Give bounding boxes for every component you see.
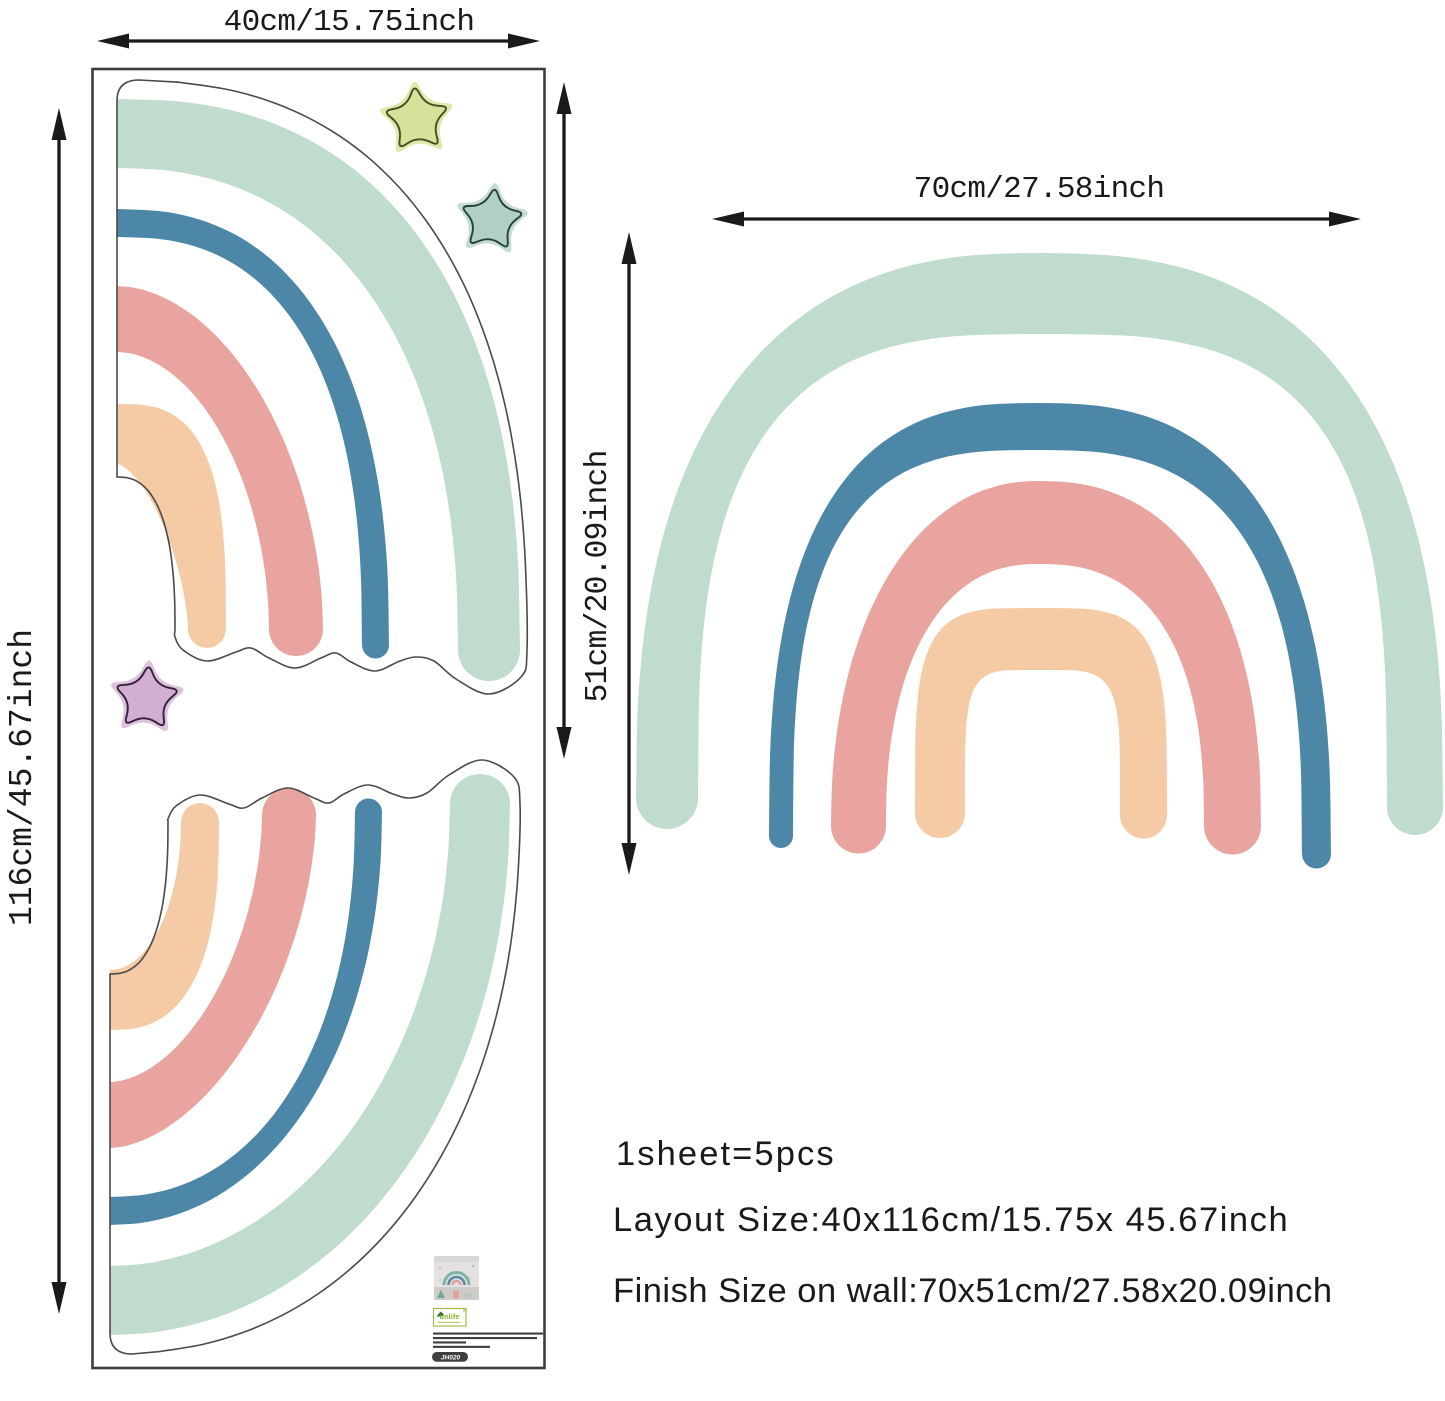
svg-text:51cm/20.09inch: 51cm/20.09inch [581,450,616,702]
svg-text:116cm/45.67inch: 116cm/45.67inch [4,629,41,926]
svg-text:Layout Size:40x116cm/15.75x 45: Layout Size:40x116cm/15.75x 45.67inch [613,1201,1289,1239]
svg-text:unlife: unlife [440,1312,460,1321]
svg-text:40cm/15.75inch: 40cm/15.75inch [224,5,475,40]
svg-text:1sheet=5pcs: 1sheet=5pcs [616,1135,836,1173]
svg-text:Finish Size on wall:70x51cm/27: Finish Size on wall:70x51cm/27.58x20.09i… [613,1272,1333,1310]
svg-text:JH020: JH020 [441,1355,461,1362]
svg-text:70cm/27.58inch: 70cm/27.58inch [914,172,1165,207]
